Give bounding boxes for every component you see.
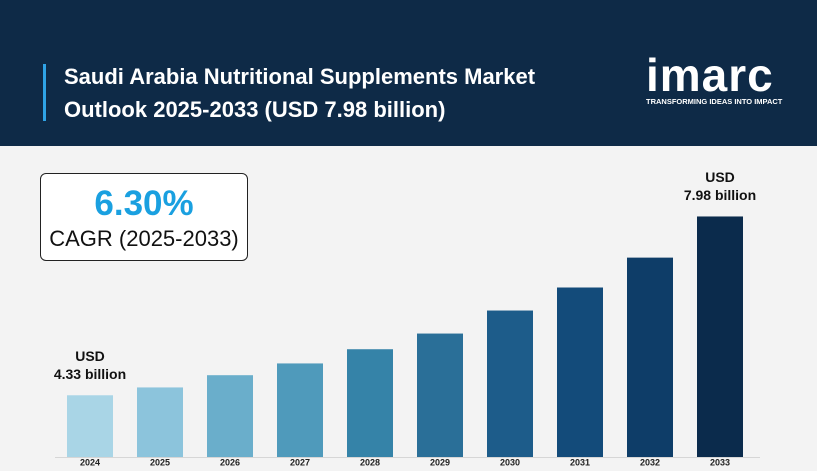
x-tick-label: 2032 <box>640 457 660 467</box>
accent-bar <box>43 64 46 121</box>
x-tick-label: 2025 <box>150 457 170 467</box>
bar <box>67 395 113 457</box>
bar <box>557 287 603 457</box>
bar <box>697 216 743 457</box>
x-tick-label: 2027 <box>290 457 310 467</box>
value-label: USD 4.33 billion <box>53 348 127 383</box>
x-tick-label: 2026 <box>220 457 240 467</box>
cagr-label: CAGR (2025-2033) <box>49 226 239 251</box>
value-label: USD 7.98 billion <box>683 169 757 204</box>
bar <box>137 387 183 457</box>
logo: imarc <box>646 49 774 101</box>
cagr-box: 6.30% CAGR (2025-2033) <box>40 173 248 261</box>
bar <box>277 363 323 457</box>
cagr-value: 6.30% <box>94 184 194 223</box>
bar <box>347 349 393 457</box>
bar <box>207 375 253 457</box>
bar <box>417 333 463 457</box>
bar <box>487 310 533 457</box>
x-tick-label: 2024 <box>80 457 100 467</box>
x-tick-label: 2028 <box>360 457 380 467</box>
tagline: TRANSFORMING IDEAS INTO IMPACT <box>646 97 783 106</box>
x-tick-label: 2033 <box>710 457 730 467</box>
title: Saudi Arabia Nutritional Supplements Mar… <box>64 64 536 122</box>
x-tick-label: 2029 <box>430 457 450 467</box>
x-tick-label: 2031 <box>570 457 590 467</box>
bar <box>627 257 673 457</box>
header: Saudi Arabia Nutritional Supplements Mar… <box>0 0 817 146</box>
x-tick-label: 2030 <box>500 457 520 467</box>
